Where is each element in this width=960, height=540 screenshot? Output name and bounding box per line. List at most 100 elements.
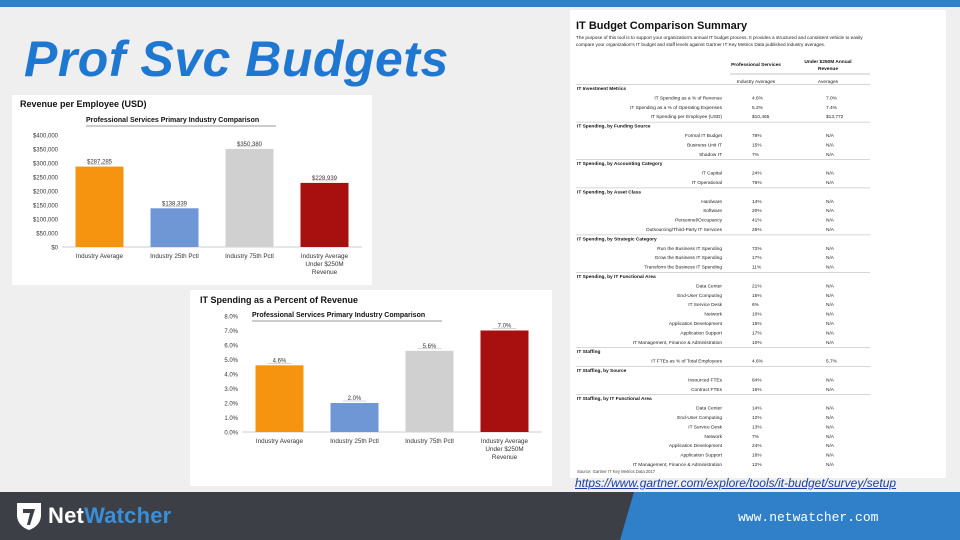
bar xyxy=(75,166,124,247)
metric-label: Shadow IT xyxy=(699,152,722,158)
metric-label: IT Service Desk xyxy=(688,302,722,308)
data-label: $228,939 xyxy=(312,176,338,182)
metric-label: End-User Computing xyxy=(677,415,722,421)
budget-summary-table: IT Budget Comparison Summary The purpose … xyxy=(576,20,870,474)
metric-industry-value: 78% xyxy=(752,133,762,139)
x-tick-label: Industry Average xyxy=(256,438,304,445)
section-heading: IT Spending, by Funding Source xyxy=(577,124,651,130)
metric-label: Outsourcing/Third-Party IT Services xyxy=(646,227,723,233)
metric-label: Application Support xyxy=(680,453,722,459)
metric-industry-value: 11% xyxy=(752,265,762,271)
bar xyxy=(225,148,274,247)
bar xyxy=(255,365,304,432)
x-tick-label: Industry 75th Pctl xyxy=(225,253,274,260)
logo-text: NetWatcher xyxy=(48,503,171,529)
metric-under250-value: N/A xyxy=(826,406,835,412)
metric-label: Application Support xyxy=(680,330,722,336)
gartner-link[interactable]: https://www.gartner.com/explore/tools/it… xyxy=(575,476,897,490)
metric-label: Software xyxy=(703,208,722,214)
x-tick-label: Industry 25th Pctl xyxy=(330,438,379,445)
metric-label: Grow the Business IT Spending xyxy=(655,255,723,261)
data-label: 4.6% xyxy=(273,358,287,364)
metric-label: Business Unit IT xyxy=(687,142,722,148)
x-tick-label: Under $250M xyxy=(485,446,523,453)
metric-under250-value: N/A xyxy=(826,424,835,430)
metric-industry-value: 15% xyxy=(752,321,762,327)
y-tick-label: 7.0% xyxy=(224,329,238,335)
metric-label: Transform the Business IT Spending xyxy=(644,265,722,271)
footer-website[interactable]: www.netwatcher.com xyxy=(738,510,879,525)
metric-label: IT Service Desk xyxy=(688,424,722,430)
metric-industry-value: 41% xyxy=(752,218,762,224)
bar xyxy=(405,350,454,432)
section-heading: IT Spending, by Strategic Category xyxy=(577,236,657,242)
metric-industry-value: 18% xyxy=(752,453,762,459)
metric-industry-value: 25% xyxy=(752,227,762,233)
metric-industry-value: 10% xyxy=(752,340,762,346)
y-tick-label: $200,000 xyxy=(33,190,59,196)
metric-under250-value: N/A xyxy=(826,227,835,233)
metric-label: IT Management, Finance & Administration xyxy=(633,340,723,346)
metric-industry-value: 16% xyxy=(752,387,762,393)
metric-under250-value: N/A xyxy=(826,302,835,308)
metric-under250-value: N/A xyxy=(826,171,835,177)
shield-logo-icon xyxy=(17,503,41,530)
metric-industry-value: 21% xyxy=(752,283,762,289)
y-tick-label: 5.0% xyxy=(224,358,238,364)
chart-subtitle: Professional Services Primary Industry C… xyxy=(86,117,259,124)
metric-label: End-User Computing xyxy=(677,293,722,299)
metric-industry-value: 15% xyxy=(752,293,762,299)
metric-industry-value: 72% xyxy=(752,246,762,252)
column-header-industry: Professional Services xyxy=(731,62,781,68)
metric-under250-value: N/A xyxy=(826,377,835,383)
metric-label: IT FTEs as % of Total Employees xyxy=(651,359,722,365)
y-tick-label: 8.0% xyxy=(224,315,238,321)
metric-under250-value: N/A xyxy=(826,208,835,214)
metric-industry-value: 12% xyxy=(752,462,762,468)
y-tick-label: $0 xyxy=(51,246,58,252)
metric-label: Network xyxy=(704,312,722,318)
y-tick-label: 3.0% xyxy=(224,387,238,393)
revenue-per-employee-chart: Revenue per Employee (USD) Professional S… xyxy=(20,99,362,276)
metric-under250-value: N/A xyxy=(826,330,835,336)
metric-under250-value: N/A xyxy=(826,255,835,261)
metric-label: Personnel/Occupancy xyxy=(675,218,723,224)
metric-under250-value: N/A xyxy=(826,415,835,421)
metric-industry-value: 12% xyxy=(752,415,762,421)
metric-industry-value: 24% xyxy=(752,171,762,177)
metric-under250-value: N/A xyxy=(826,246,835,252)
metric-label: Application Development xyxy=(669,443,723,449)
metric-industry-value: 76% xyxy=(752,180,762,186)
x-tick-label: Under $250M xyxy=(305,261,343,268)
metric-under250-value: N/A xyxy=(826,321,835,327)
metric-under250-value: N/A xyxy=(826,293,835,299)
metric-industry-value: 5.2% xyxy=(752,105,764,111)
metric-under250-value: N/A xyxy=(826,180,835,186)
metric-label: IT Operational xyxy=(692,180,722,186)
y-tick-label: 2.0% xyxy=(224,402,238,408)
section-heading: IT Investment Metrics xyxy=(577,86,626,92)
metric-label: Data Center xyxy=(696,406,722,412)
section-heading: IT Spending, by Asset Class xyxy=(577,189,641,195)
y-tick-label: $300,000 xyxy=(33,162,59,168)
footer-accent xyxy=(620,492,960,540)
metric-under250-value: $13,772 xyxy=(826,114,844,120)
metric-label: IT Spending per Employee (USD) xyxy=(651,114,723,120)
metric-label: Run the Business IT Spending xyxy=(657,246,722,252)
netwatcher-logo[interactable]: NetWatcher xyxy=(16,500,171,532)
data-label: $350,380 xyxy=(237,142,263,148)
metric-under250-value: N/A xyxy=(826,142,835,148)
top-accent-bar xyxy=(0,0,960,7)
summary-source: Source: Gartner IT Key Metrics Data 2017 xyxy=(577,469,656,474)
metric-industry-value: 7% xyxy=(752,434,760,440)
data-label: $138,339 xyxy=(162,201,188,207)
metric-industry-value: $10,465 xyxy=(752,114,770,120)
data-label: $287,285 xyxy=(87,160,113,166)
metric-under250-value: N/A xyxy=(826,340,835,346)
chart-subtitle: Professional Services Primary Industry C… xyxy=(252,312,425,319)
metric-under250-value: N/A xyxy=(826,453,835,459)
logo-text-watcher: Watcher xyxy=(84,503,172,528)
bar xyxy=(480,330,529,432)
slide-title: Prof Svc Budgets xyxy=(24,31,449,87)
chart-title: IT Spending as a Percent of Revenue xyxy=(200,295,358,305)
